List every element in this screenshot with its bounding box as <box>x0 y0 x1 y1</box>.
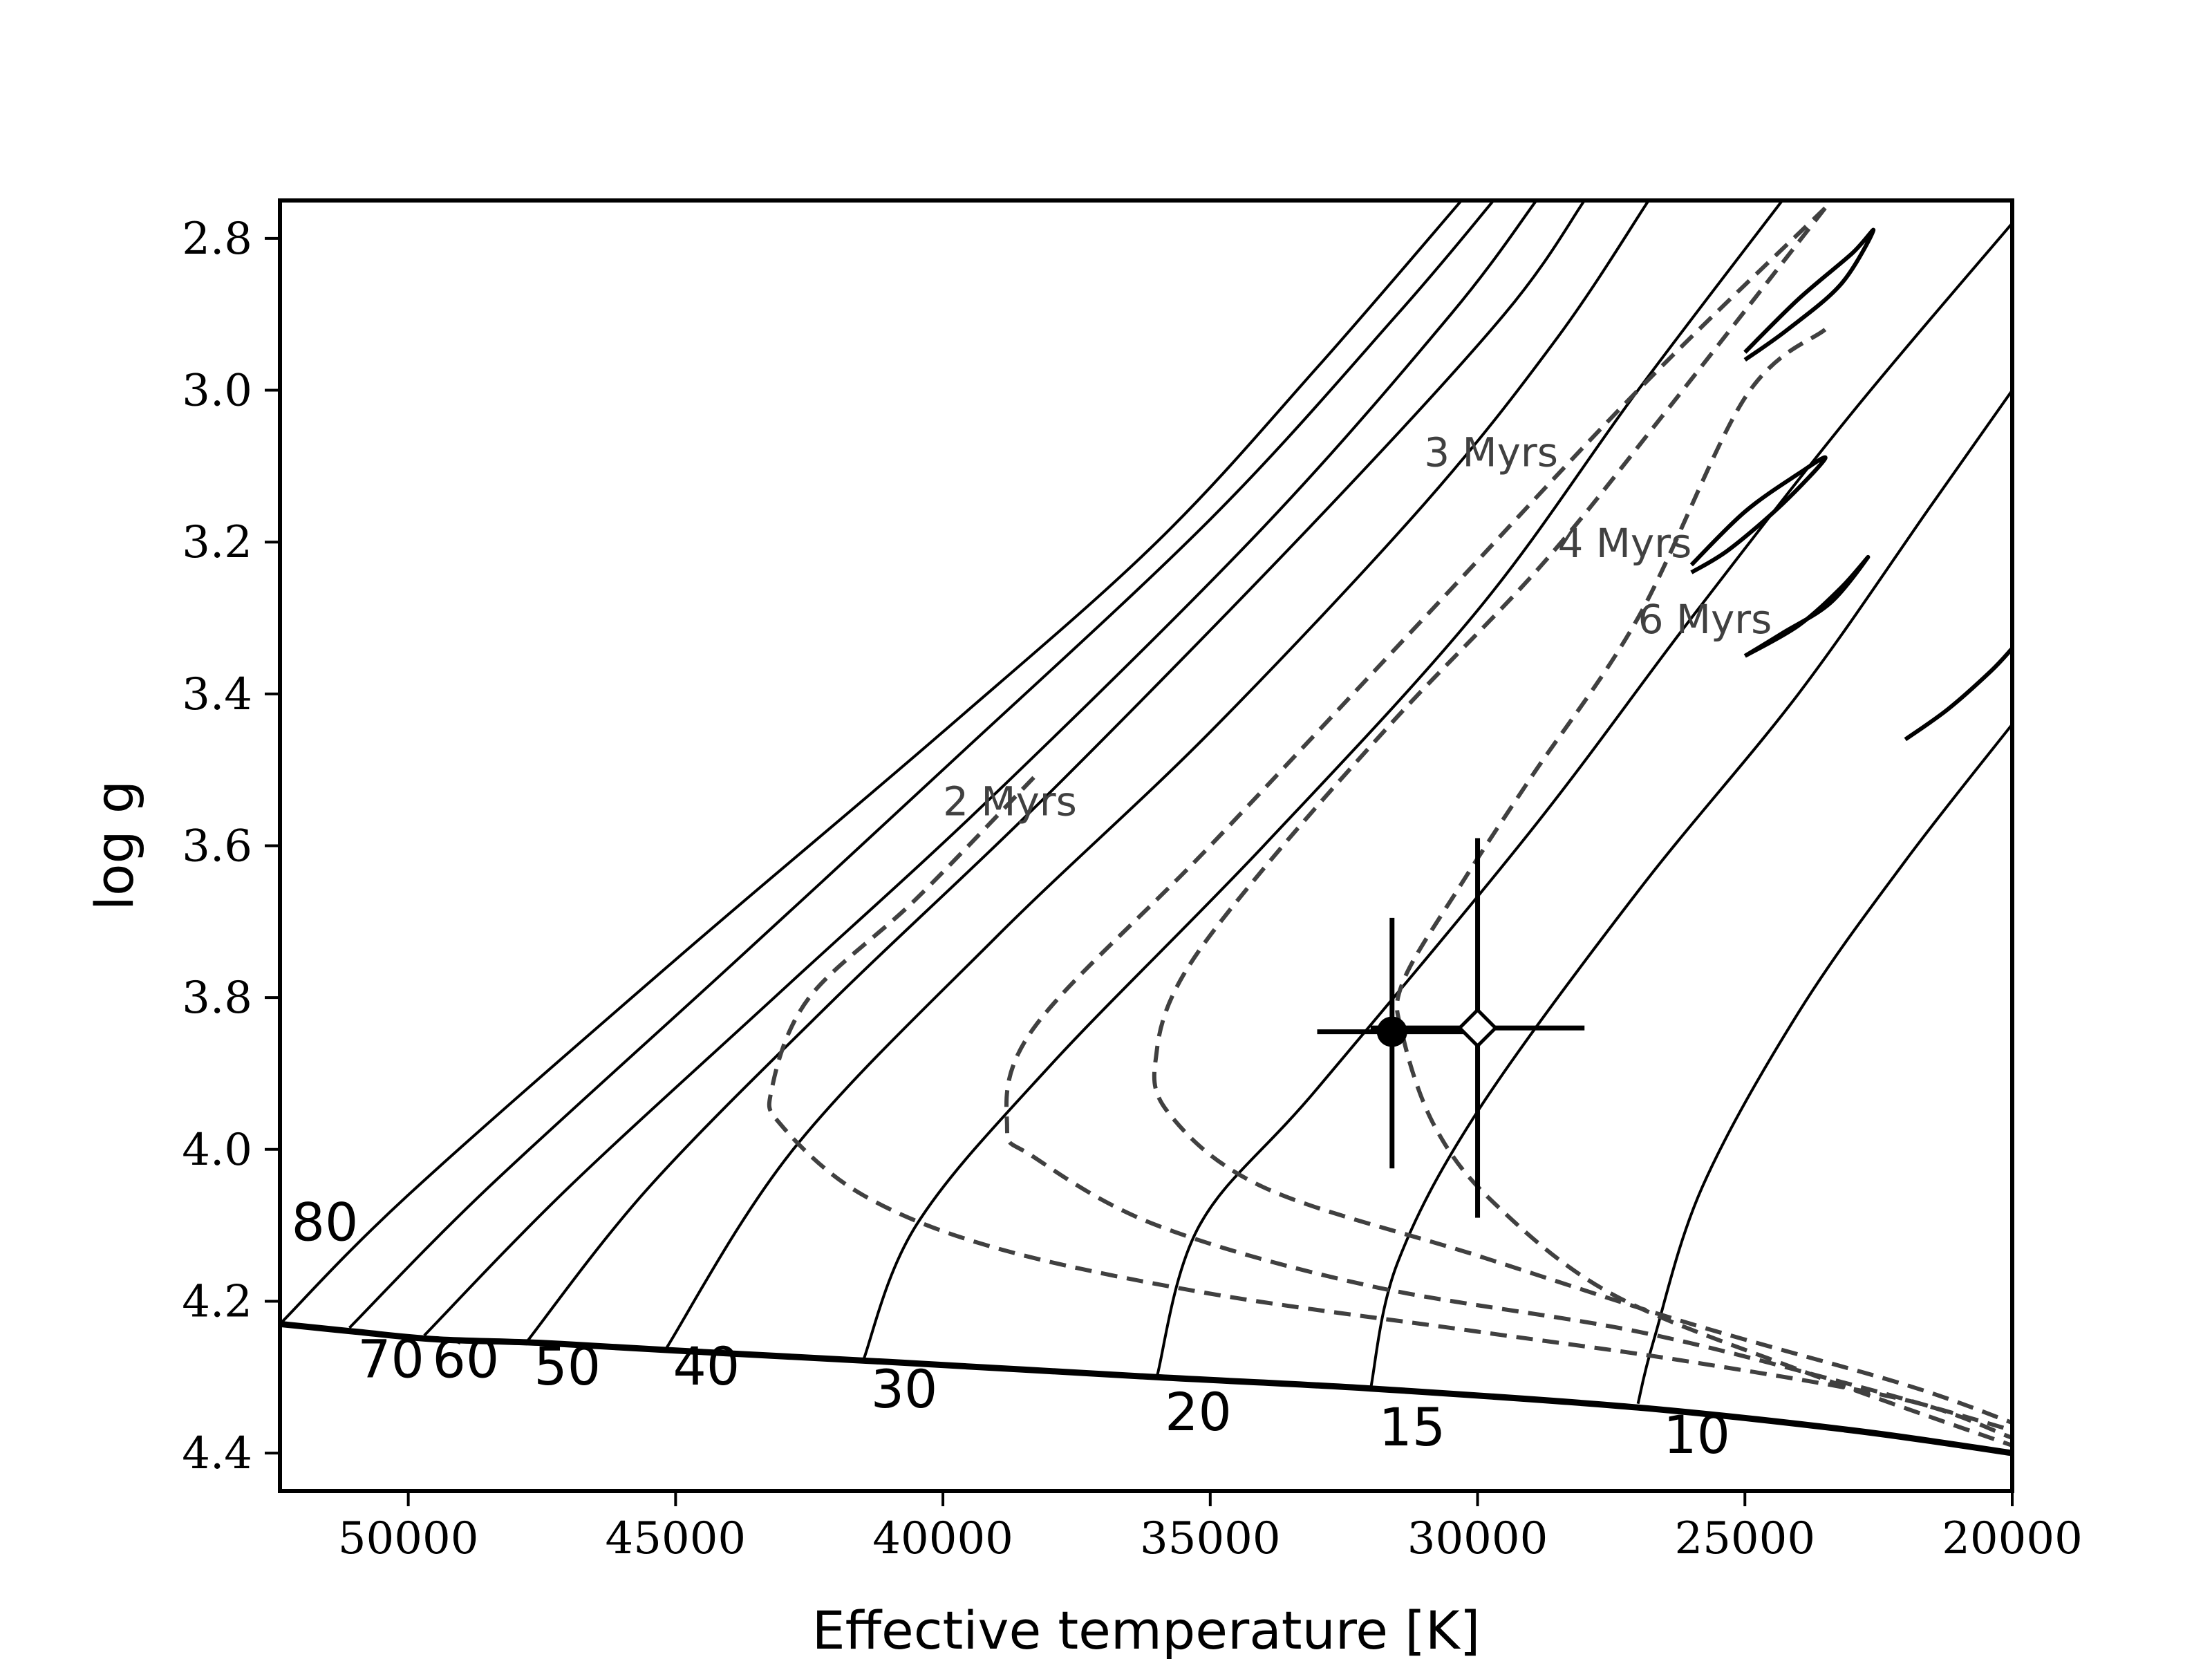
y-tick-label: 4.2 <box>182 1276 252 1327</box>
track-hook-1 <box>1689 455 1828 574</box>
mass-label: 70 <box>357 1328 424 1389</box>
mass-label: 15 <box>1378 1396 1445 1458</box>
isochrone-line-1 <box>1004 206 2012 1432</box>
evolutionary-tracks <box>280 200 2012 1405</box>
isochrone-label: 2 Myrs <box>943 778 1077 825</box>
track-line-20 <box>1155 222 2012 1378</box>
open-diamond-marker <box>1457 1007 1499 1049</box>
track-line-60 <box>423 200 1538 1337</box>
x-tick-label: 20000 <box>1942 1513 2083 1564</box>
isochrones <box>767 206 2012 1447</box>
y-tick-label: 3.2 <box>182 517 252 568</box>
observations <box>1317 838 1585 1218</box>
x-tick-label: 45000 <box>606 1513 747 1564</box>
zams-line-group <box>280 1320 2012 1456</box>
mass-label: 60 <box>432 1328 499 1389</box>
observation-point-1 <box>1370 838 1585 1218</box>
track-line-80 <box>280 200 1463 1325</box>
mass-label: 80 <box>292 1192 359 1253</box>
y-tick-label: 3.4 <box>182 669 252 720</box>
isochrone-label: 4 Myrs <box>1558 520 1692 567</box>
track-hook-3 <box>1904 646 2012 742</box>
mass-label: 20 <box>1165 1381 1232 1443</box>
mass-labels: 80 70 60 50 40 30 20 15 10 <box>292 1192 1730 1466</box>
track-line-15 <box>1369 389 2012 1389</box>
track-line-40 <box>664 200 1650 1351</box>
mass-label: 50 <box>534 1335 601 1397</box>
mass-label: 30 <box>871 1358 938 1420</box>
track-line-30 <box>861 200 1783 1363</box>
isochrone-line-0 <box>767 776 2012 1440</box>
track-line-70 <box>348 200 1495 1329</box>
x-tick-label: 50000 <box>338 1513 479 1564</box>
track-hook-0 <box>1743 227 1876 362</box>
y-tick-label: 2.8 <box>182 214 252 265</box>
isochrone-line-3 <box>1394 328 2012 1447</box>
y-tick-label: 3.8 <box>182 973 252 1024</box>
x-tick-label: 30000 <box>1407 1513 1548 1564</box>
isochrone-label: 6 Myrs <box>1638 596 1772 643</box>
filled-circle-marker <box>1376 1016 1407 1047</box>
x-tick-label: 25000 <box>1674 1513 1815 1564</box>
y-axis-label: log g <box>84 780 145 910</box>
y-tick-label: 3.0 <box>182 366 252 417</box>
track-line-50 <box>525 200 1586 1344</box>
y-tick-label: 4.0 <box>182 1125 252 1176</box>
x-tick-label: 35000 <box>1140 1513 1281 1564</box>
observation-point-0 <box>1317 917 1468 1169</box>
mass-label: 10 <box>1663 1404 1730 1465</box>
track-line-10 <box>1636 723 2012 1405</box>
mass-label: 40 <box>673 1335 740 1397</box>
y-tick-label: 3.6 <box>182 821 252 872</box>
isochrone-label: 3 Myrs <box>1424 429 1558 476</box>
x-axis-label: Effective temperature [K] <box>812 1600 1481 1659</box>
x-axis-ticks: 50000 45000 40000 35000 30000 25000 20000 <box>338 1491 2083 1564</box>
isochrone-line-2 <box>1152 207 2012 1425</box>
y-tick-label: 4.4 <box>182 1428 252 1479</box>
zams-line <box>280 1320 2012 1456</box>
x-tick-label: 40000 <box>872 1513 1013 1564</box>
y-axis-ticks: 2.8 3.0 3.2 3.4 3.6 3.8 4.0 4.2 4.4 <box>182 214 280 1479</box>
track-hook-2 <box>1743 555 1871 658</box>
